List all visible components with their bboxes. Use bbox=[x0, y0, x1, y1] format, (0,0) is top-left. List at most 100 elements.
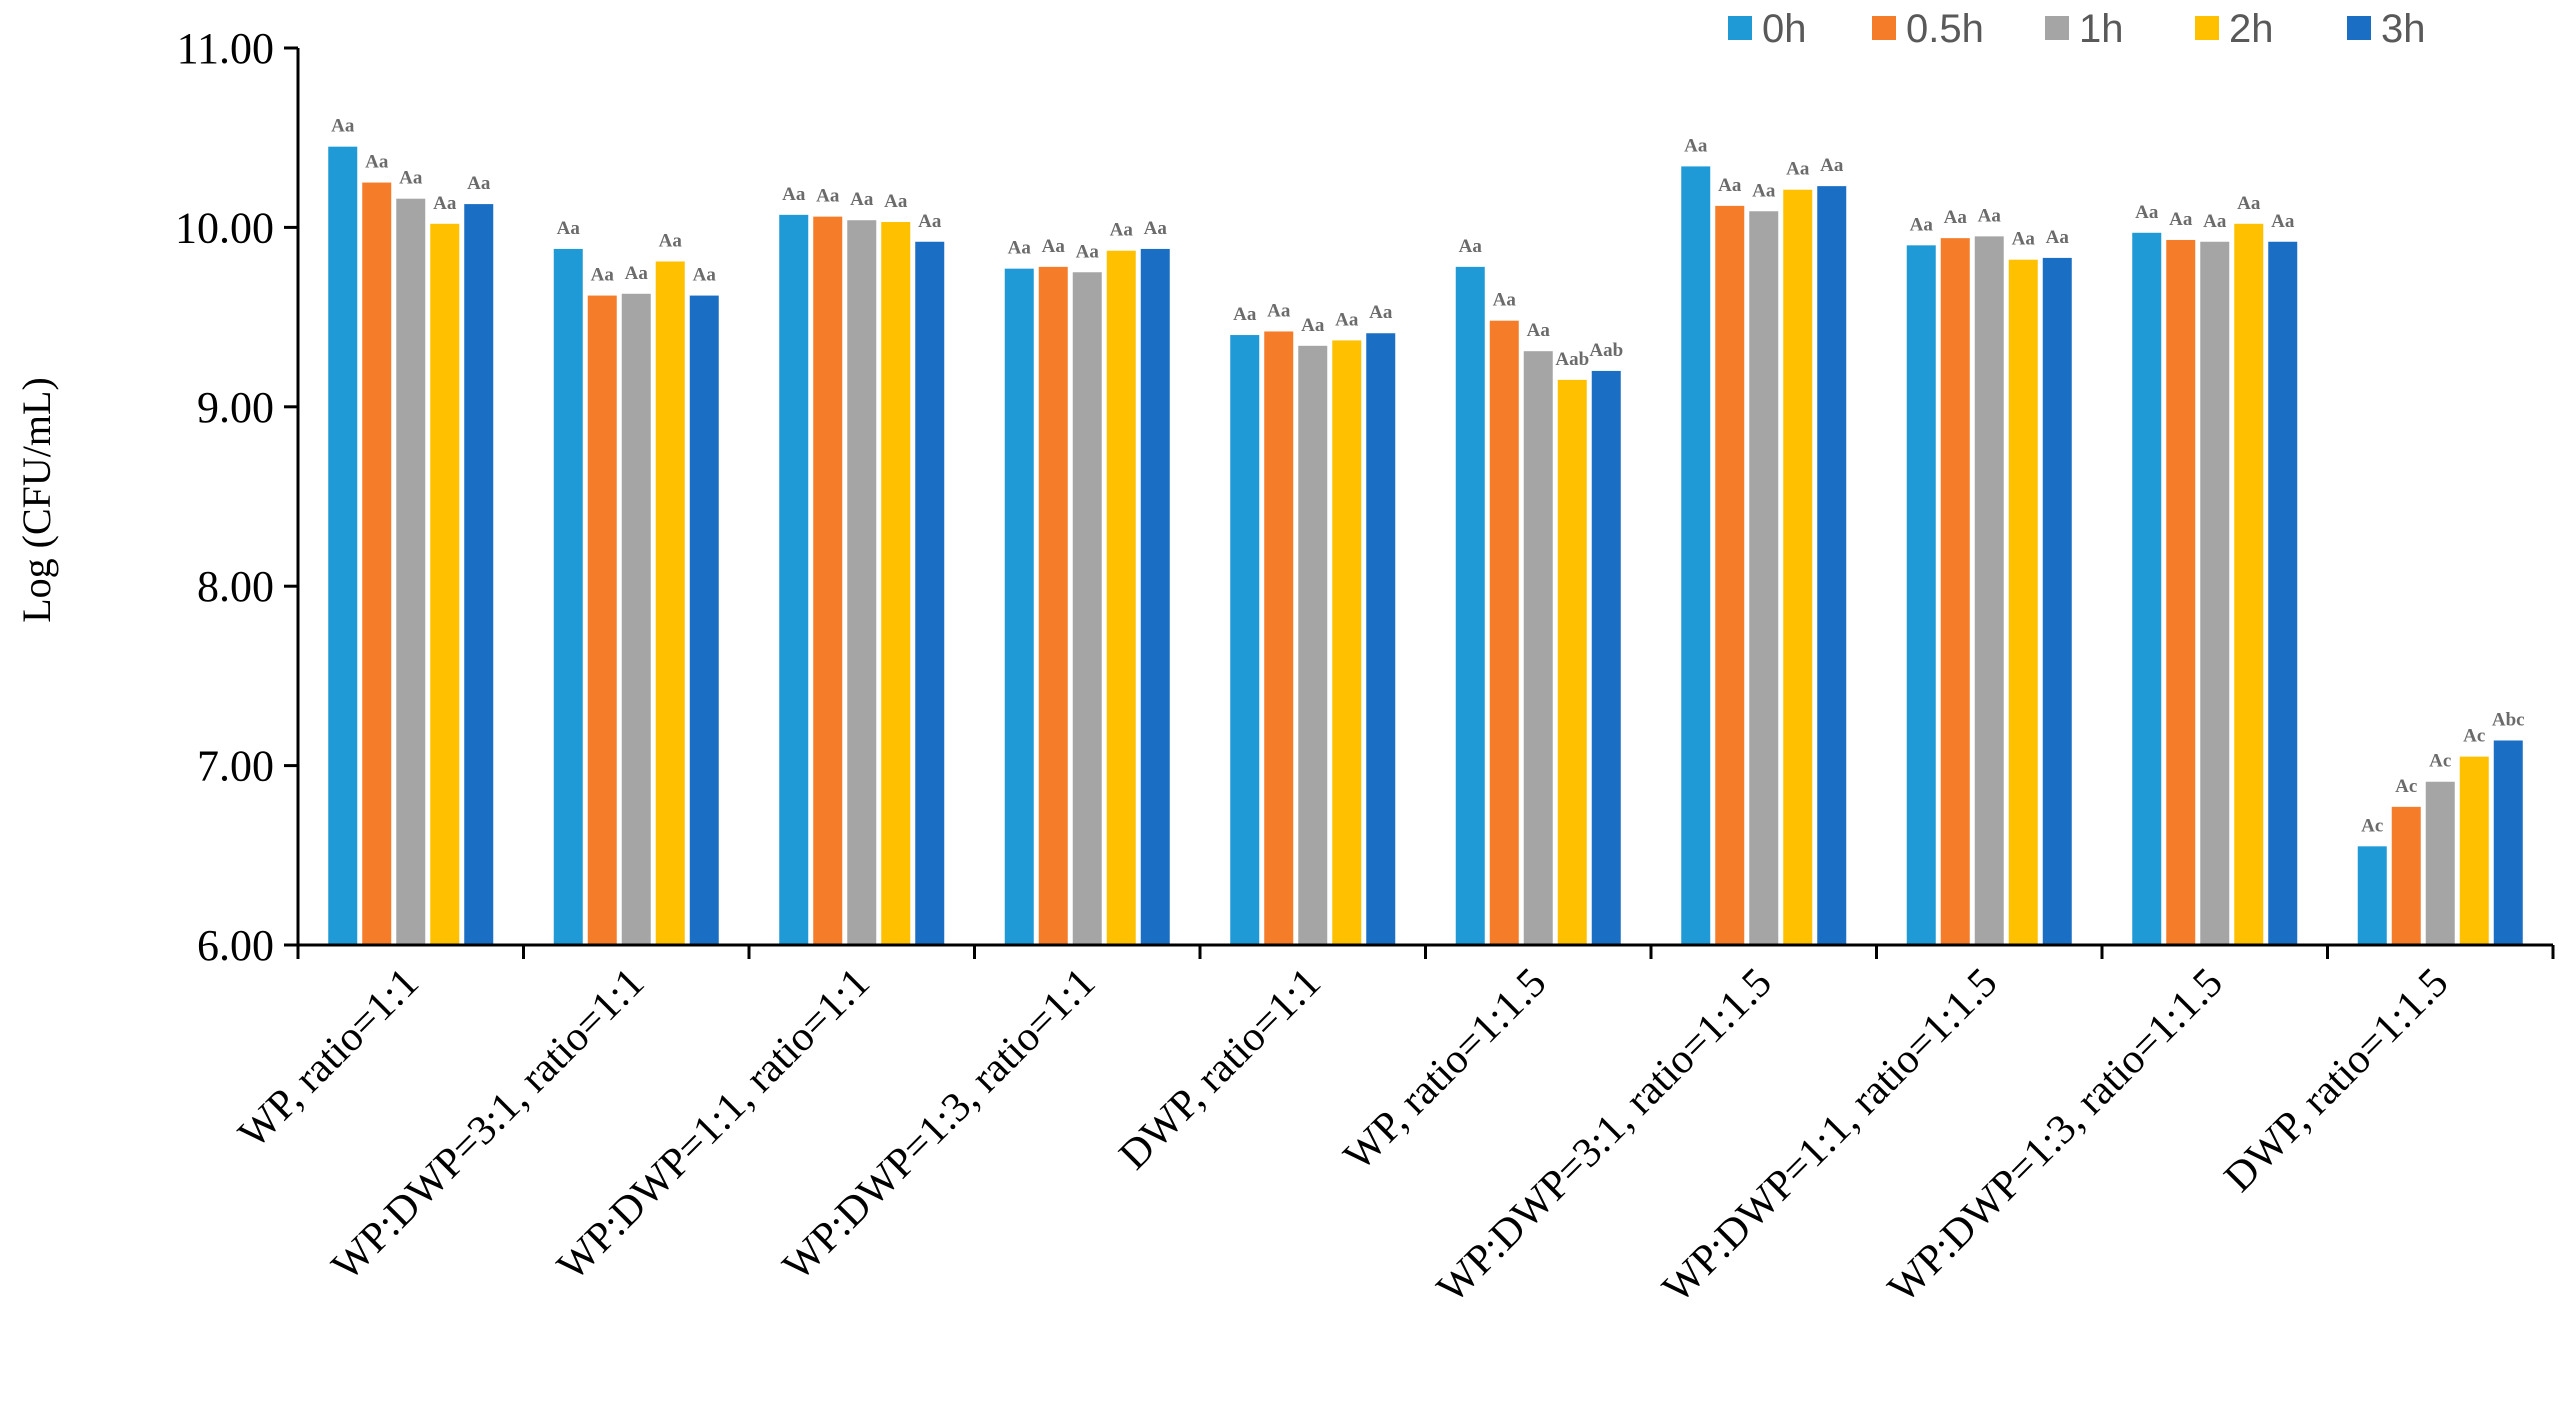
bar-0h bbox=[2357, 846, 2387, 945]
bar-2h bbox=[1557, 379, 1587, 945]
bar-1h bbox=[1974, 236, 2004, 945]
bar-0h bbox=[1455, 266, 1485, 945]
legend-swatch-1h bbox=[2045, 16, 2069, 40]
legend-swatch-3h bbox=[2347, 16, 2371, 40]
legend-label-0h: 0h bbox=[1762, 7, 1807, 51]
bar-0h bbox=[1906, 245, 1936, 946]
bar-2h bbox=[2234, 223, 2264, 945]
significance-label: Abc bbox=[2492, 709, 2525, 730]
bar-1h bbox=[2425, 781, 2455, 945]
bar-0.5h bbox=[1489, 320, 1519, 945]
bar-1h bbox=[1523, 351, 1553, 945]
significance-label: Aa bbox=[1459, 236, 1483, 257]
y-ticks: 6.00 7.00 8.00 9.00 10.00 11.00 bbox=[175, 24, 298, 970]
legend-swatch-2h bbox=[2195, 16, 2219, 40]
significance-label: Aa bbox=[659, 230, 683, 251]
significance-label: Aa bbox=[625, 263, 649, 284]
bar-3h bbox=[2268, 241, 2298, 945]
bar-2h bbox=[430, 223, 460, 945]
axes bbox=[296, 48, 2555, 959]
bars bbox=[328, 146, 2523, 946]
legend-label-2h: 2h bbox=[2229, 7, 2274, 51]
significance-label: Aa bbox=[2012, 229, 2036, 250]
bar-1h bbox=[2200, 241, 2230, 945]
bar-3h bbox=[689, 295, 719, 945]
category-label: DWP, ratio=1:1.5 bbox=[2216, 960, 2457, 1201]
significance-label: Aa bbox=[1684, 135, 1708, 156]
category-label: WP, ratio=1:1.5 bbox=[1335, 960, 1555, 1180]
significance-label: Aa bbox=[816, 186, 840, 207]
significance-label: Aa bbox=[2169, 209, 2193, 230]
significance-label: Aa bbox=[1335, 309, 1359, 330]
bar-0.5h bbox=[1940, 238, 1970, 945]
bar-2h bbox=[2008, 259, 2038, 945]
bar-1h bbox=[1072, 272, 1102, 945]
significance-label: Aa bbox=[1527, 320, 1551, 341]
significance-label: Ac bbox=[2361, 815, 2383, 836]
bar-2h bbox=[881, 222, 911, 945]
y-tick-label: 6.00 bbox=[197, 921, 274, 970]
y-tick-label: 9.00 bbox=[197, 383, 274, 432]
bar-0.5h bbox=[587, 295, 617, 945]
significance-label: Aa bbox=[1718, 175, 1742, 196]
bar-2h bbox=[655, 261, 685, 946]
bar-0h bbox=[1004, 268, 1034, 945]
significance-label: Aa bbox=[365, 152, 389, 173]
significance-label: Aa bbox=[1978, 205, 2002, 226]
bar-0.5h bbox=[1264, 331, 1294, 945]
significance-label: Aa bbox=[2237, 193, 2261, 214]
significance-label: Aa bbox=[467, 173, 491, 194]
significance-label: Ac bbox=[2395, 776, 2417, 797]
significance-label: Aa bbox=[1944, 207, 1968, 228]
significance-label: Aa bbox=[399, 168, 423, 189]
legend-label-0.5h: 0.5h bbox=[1906, 7, 1984, 51]
significance-label: Aa bbox=[918, 211, 942, 232]
y-tick-label: 10.00 bbox=[175, 203, 274, 252]
significance-label: Aa bbox=[1144, 218, 1168, 239]
bar-0h bbox=[1230, 335, 1260, 945]
legend-label-3h: 3h bbox=[2381, 7, 2426, 51]
bar-1h bbox=[847, 220, 877, 945]
significance-label: Aa bbox=[331, 116, 355, 137]
y-tick-label: 8.00 bbox=[197, 562, 274, 611]
bar-3h bbox=[1366, 333, 1396, 946]
bar-0h bbox=[328, 146, 358, 946]
bar-1h bbox=[396, 198, 426, 946]
significance-label: Ac bbox=[2429, 751, 2451, 772]
significance-label: Aa bbox=[1752, 180, 1776, 201]
bar-0h bbox=[779, 214, 809, 946]
bar-0.5h bbox=[1038, 266, 1068, 945]
y-tick-label: 7.00 bbox=[197, 742, 274, 791]
bar-3h bbox=[1140, 248, 1170, 946]
significance-label: Aa bbox=[1267, 300, 1291, 321]
bar-2h bbox=[1332, 340, 1362, 945]
bar-0.5h bbox=[2391, 806, 2421, 945]
bar-0.5h bbox=[813, 216, 843, 946]
significance-label: Aa bbox=[1076, 241, 1100, 262]
significance-label: Ac bbox=[2463, 726, 2485, 747]
significance-label: Aa bbox=[433, 193, 457, 214]
bar-0h bbox=[553, 248, 583, 946]
significance-label: Aa bbox=[2135, 202, 2159, 223]
significance-label: Aa bbox=[1301, 315, 1325, 336]
significance-label: Aa bbox=[782, 184, 806, 205]
bar-2h bbox=[1106, 250, 1136, 946]
legend: 0h 0.5h 1h 2h 3h bbox=[1728, 7, 2426, 51]
bar-3h bbox=[2493, 740, 2523, 945]
bar-0.5h bbox=[362, 182, 392, 946]
bar-0.5h bbox=[2166, 239, 2196, 945]
significance-label: Aa bbox=[693, 265, 717, 286]
category-labels: WP, ratio=1:1WP:DWP=3:1, ratio=1:1WP:DWP… bbox=[230, 960, 2457, 1312]
bar-0h bbox=[2132, 232, 2162, 946]
category-label: DWP, ratio=1:1 bbox=[1111, 960, 1330, 1179]
y-axis-label: Log (CFU/mL) bbox=[14, 377, 59, 623]
significance-label: Aa bbox=[1820, 155, 1844, 176]
bar-0h bbox=[1681, 166, 1711, 946]
significance-label: Aa bbox=[2046, 227, 2070, 248]
significance-label: Aa bbox=[2271, 211, 2295, 232]
significance-label: Aa bbox=[1233, 304, 1257, 325]
significance-label: Aa bbox=[2203, 211, 2227, 232]
bar-3h bbox=[915, 241, 945, 945]
category-label: WP, ratio=1:1 bbox=[230, 960, 428, 1158]
